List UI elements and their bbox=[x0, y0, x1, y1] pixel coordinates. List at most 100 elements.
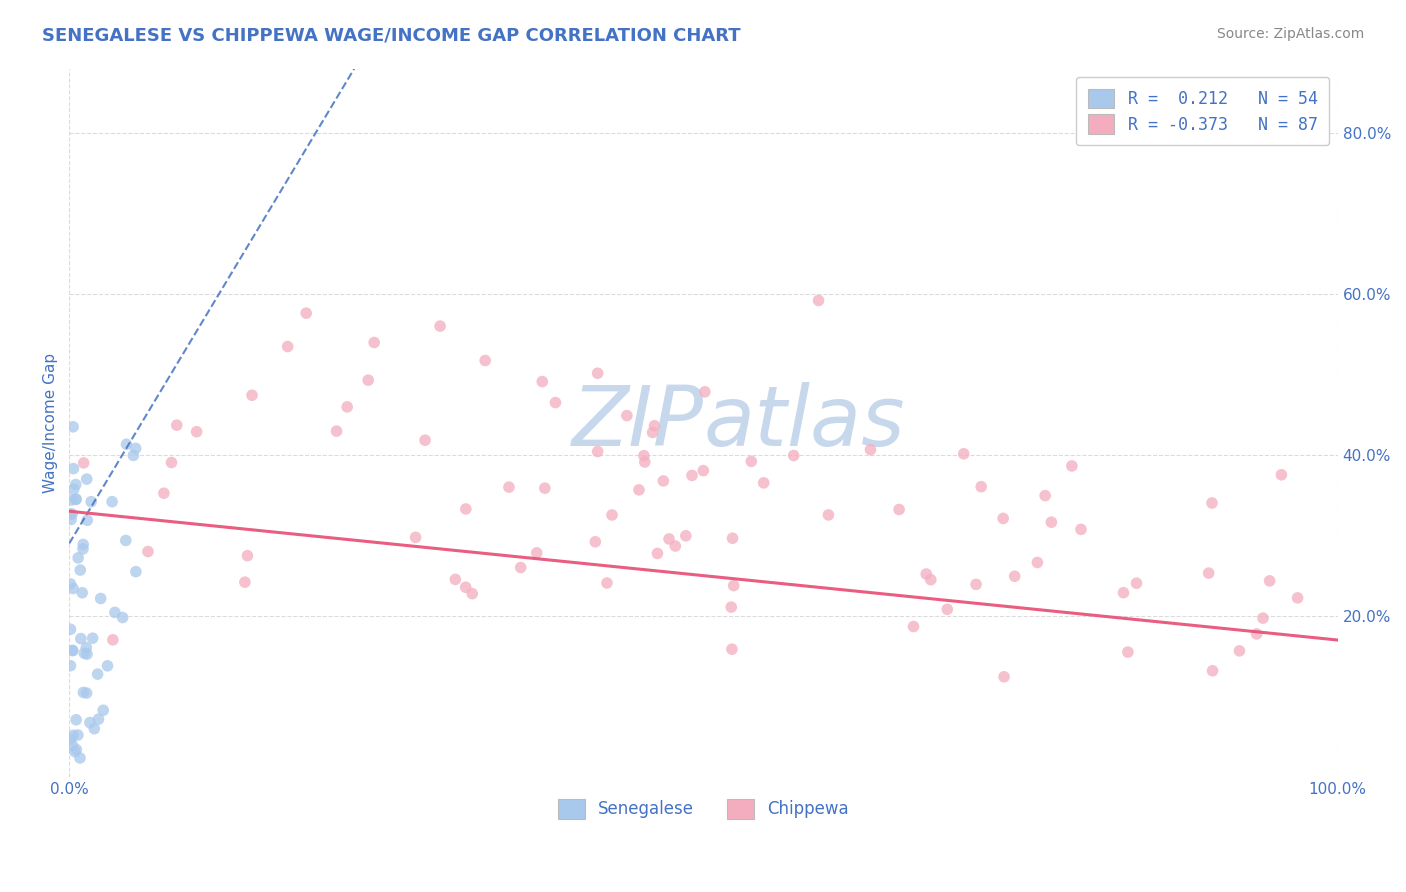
Point bbox=[1040, 515, 1063, 529]
Point bbox=[509, 560, 531, 574]
Point bbox=[62, 582, 84, 596]
Point bbox=[627, 483, 650, 497]
Y-axis label: Wage/Income Gap: Wage/Income Gap bbox=[44, 352, 58, 492]
Point bbox=[596, 576, 619, 591]
Point bbox=[600, 508, 623, 522]
Point bbox=[62, 643, 84, 657]
Point bbox=[915, 567, 938, 582]
Point bbox=[62, 482, 84, 496]
Point bbox=[454, 580, 477, 594]
Point bbox=[111, 610, 134, 624]
Point bbox=[723, 579, 745, 593]
Text: ZIP: ZIP bbox=[571, 382, 703, 463]
Point bbox=[531, 375, 554, 389]
Point bbox=[586, 366, 609, 380]
Point bbox=[62, 419, 84, 434]
Point bbox=[993, 670, 1015, 684]
Point bbox=[136, 544, 159, 558]
Point bbox=[65, 742, 87, 756]
Point bbox=[498, 480, 520, 494]
Point bbox=[65, 492, 87, 507]
Point bbox=[644, 418, 666, 433]
Point bbox=[1251, 611, 1274, 625]
Point bbox=[114, 533, 136, 548]
Point bbox=[336, 400, 359, 414]
Point bbox=[533, 481, 555, 495]
Point bbox=[1270, 467, 1292, 482]
Point bbox=[60, 492, 83, 507]
Point bbox=[91, 703, 114, 717]
Point bbox=[658, 532, 681, 546]
Point bbox=[76, 686, 98, 700]
Point bbox=[544, 395, 567, 409]
Point bbox=[80, 494, 103, 508]
Point bbox=[62, 728, 84, 742]
Point bbox=[936, 602, 959, 616]
Point bbox=[73, 646, 96, 660]
Point bbox=[125, 442, 148, 456]
Point bbox=[59, 577, 82, 591]
Point bbox=[69, 563, 91, 577]
Point bbox=[740, 454, 762, 468]
Point bbox=[1201, 496, 1223, 510]
Point bbox=[236, 549, 259, 563]
Point bbox=[965, 577, 987, 591]
Point bbox=[859, 442, 882, 457]
Point bbox=[69, 632, 91, 646]
Point bbox=[970, 480, 993, 494]
Point bbox=[186, 425, 208, 439]
Point bbox=[526, 546, 548, 560]
Point bbox=[90, 591, 112, 606]
Point bbox=[641, 425, 664, 440]
Point bbox=[675, 529, 697, 543]
Point bbox=[73, 456, 96, 470]
Point bbox=[1198, 566, 1220, 580]
Point bbox=[634, 455, 657, 469]
Point bbox=[586, 444, 609, 458]
Point bbox=[647, 546, 669, 560]
Point bbox=[1112, 585, 1135, 599]
Point bbox=[104, 606, 127, 620]
Point bbox=[82, 631, 104, 645]
Point bbox=[67, 550, 90, 565]
Point bbox=[1258, 574, 1281, 588]
Point bbox=[583, 534, 606, 549]
Point bbox=[72, 537, 94, 551]
Point bbox=[65, 477, 87, 491]
Point bbox=[720, 600, 742, 615]
Point bbox=[76, 647, 98, 661]
Point bbox=[1033, 489, 1056, 503]
Point bbox=[72, 541, 94, 556]
Point bbox=[952, 447, 974, 461]
Point bbox=[295, 306, 318, 320]
Point bbox=[325, 424, 347, 438]
Point bbox=[693, 384, 716, 399]
Point bbox=[652, 474, 675, 488]
Point bbox=[920, 573, 942, 587]
Point bbox=[153, 486, 176, 500]
Point bbox=[1286, 591, 1309, 605]
Point bbox=[76, 513, 98, 527]
Point bbox=[79, 715, 101, 730]
Point bbox=[817, 508, 839, 522]
Point bbox=[807, 293, 830, 308]
Point bbox=[87, 712, 110, 726]
Point bbox=[75, 640, 97, 655]
Point bbox=[160, 455, 183, 469]
Point bbox=[752, 475, 775, 490]
Point bbox=[115, 437, 138, 451]
Point bbox=[65, 713, 87, 727]
Point bbox=[1201, 664, 1223, 678]
Point bbox=[62, 738, 84, 752]
Point bbox=[429, 319, 451, 334]
Text: atlas: atlas bbox=[703, 382, 905, 463]
Point bbox=[101, 494, 124, 508]
Text: SENEGALESE VS CHIPPEWA WAGE/INCOME GAP CORRELATION CHART: SENEGALESE VS CHIPPEWA WAGE/INCOME GAP C… bbox=[42, 27, 741, 45]
Point bbox=[1229, 644, 1251, 658]
Point bbox=[83, 722, 105, 736]
Point bbox=[454, 502, 477, 516]
Point bbox=[233, 575, 256, 590]
Point bbox=[59, 658, 82, 673]
Point bbox=[1116, 645, 1139, 659]
Point bbox=[59, 732, 82, 747]
